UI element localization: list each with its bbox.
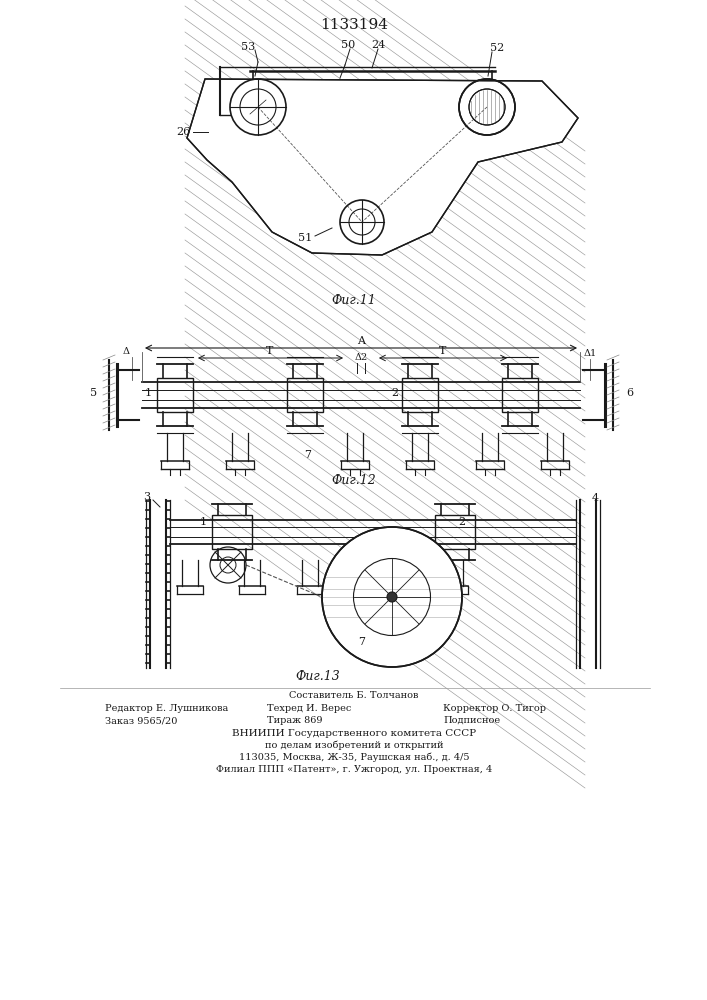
- Text: 50: 50: [341, 40, 355, 50]
- Text: T: T: [439, 346, 447, 356]
- Text: по делам изобретений и открытий: по делам изобретений и открытий: [264, 740, 443, 750]
- Text: Филиал ППП «Патент», г. Ужгород, ул. Проектная, 4: Филиал ППП «Патент», г. Ужгород, ул. Про…: [216, 765, 492, 774]
- Text: 7: 7: [305, 450, 312, 460]
- Text: 1: 1: [199, 517, 206, 527]
- Text: 51: 51: [298, 233, 312, 243]
- Text: Корректор О. Тигор: Корректор О. Тигор: [443, 704, 546, 713]
- Bar: [212, 515, 252, 549]
- Text: 1: 1: [144, 388, 151, 398]
- Text: 113035, Москва, Ж-35, Раушская наб., д. 4/5: 113035, Москва, Ж-35, Раушская наб., д. …: [239, 752, 469, 762]
- Text: Техред И. Верес: Техред И. Верес: [267, 704, 351, 713]
- Text: 1133194: 1133194: [320, 18, 388, 32]
- Text: Редактор Е. Лушникова: Редактор Е. Лушникова: [105, 704, 228, 713]
- Bar: [287, 378, 323, 412]
- Text: 2: 2: [458, 517, 466, 527]
- Text: 52: 52: [490, 43, 504, 53]
- Text: Заказ 9565/20: Заказ 9565/20: [105, 716, 177, 725]
- Text: 24: 24: [371, 40, 385, 50]
- Text: Δ1: Δ1: [583, 350, 597, 359]
- Text: Δ2: Δ2: [354, 353, 368, 361]
- Text: Фиг.13: Фиг.13: [296, 670, 340, 684]
- Text: 2: 2: [392, 388, 399, 398]
- Text: 26: 26: [176, 127, 190, 137]
- Circle shape: [387, 592, 397, 602]
- Text: Δ: Δ: [122, 348, 129, 357]
- Bar: [502, 378, 538, 412]
- Text: 53: 53: [241, 42, 255, 52]
- Polygon shape: [187, 79, 578, 255]
- Text: 6: 6: [626, 388, 633, 398]
- Bar: [402, 378, 438, 412]
- Text: Фиг.12: Фиг.12: [332, 474, 376, 487]
- Circle shape: [322, 527, 462, 667]
- Text: Фиг.11: Фиг.11: [332, 294, 376, 306]
- Text: T: T: [267, 346, 274, 356]
- Text: A: A: [357, 336, 365, 346]
- Bar: [157, 378, 193, 412]
- Text: Тираж 869: Тираж 869: [267, 716, 322, 725]
- Text: 5: 5: [90, 388, 98, 398]
- Text: 7: 7: [358, 637, 366, 647]
- Text: ВНИИПИ Государственного комитета СССР: ВНИИПИ Государственного комитета СССР: [232, 729, 476, 738]
- Text: Подписное: Подписное: [443, 716, 500, 725]
- Bar: [435, 515, 475, 549]
- Text: Составитель Б. Толчанов: Составитель Б. Толчанов: [289, 691, 419, 700]
- Text: 3: 3: [144, 492, 151, 502]
- Text: 4: 4: [592, 493, 599, 503]
